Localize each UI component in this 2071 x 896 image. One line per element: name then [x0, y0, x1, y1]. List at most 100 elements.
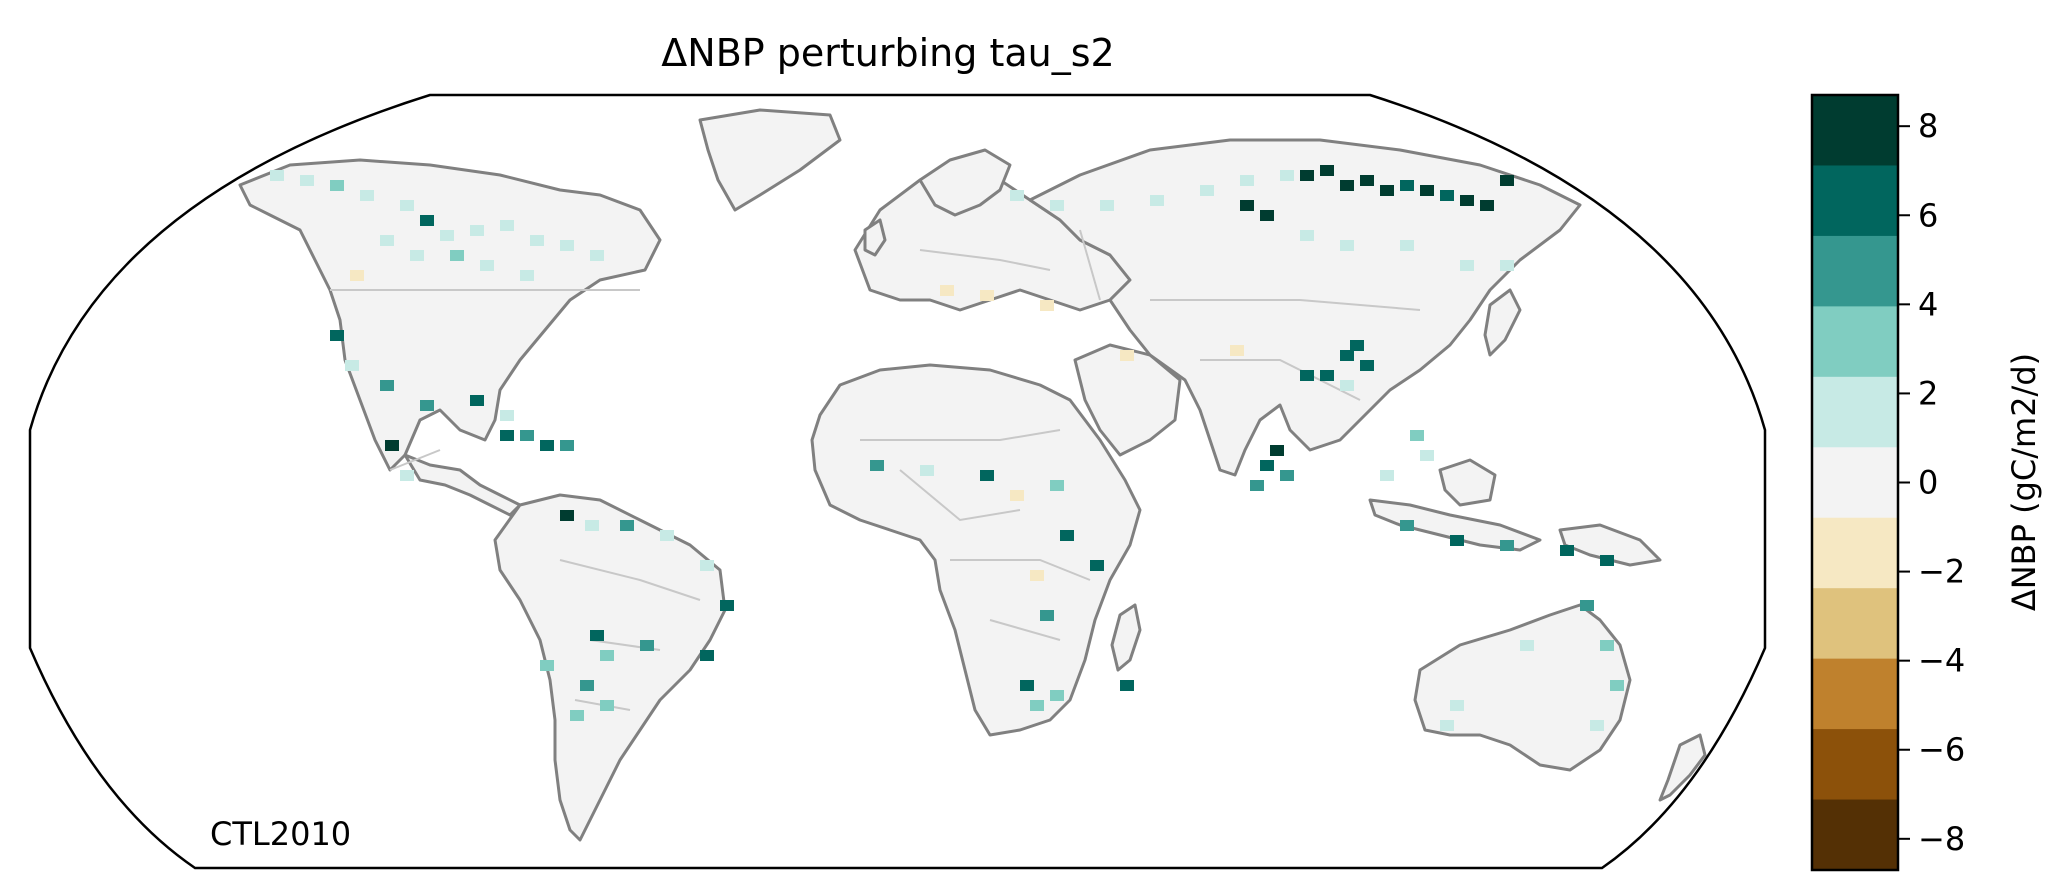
nbp-cell: [1480, 200, 1494, 211]
colorbar-tick-label: −6: [1918, 731, 1965, 769]
nbp-cell: [1300, 370, 1314, 381]
nbp-cell: [620, 520, 634, 531]
madagascar: [1110, 603, 1142, 672]
map-panel: CTL2010: [28, 93, 1767, 870]
nbp-cell: [660, 530, 674, 541]
nbp-cell: [345, 360, 359, 371]
se-asia-islands: [1368, 498, 1542, 552]
nbp-cell: [1400, 240, 1414, 251]
colorbar-ticks: 8 6 4 2 0 −2 −4 −6 −8: [1898, 107, 1965, 858]
nbp-cell: [520, 270, 534, 281]
colorbar-bin: [1812, 799, 1898, 871]
asia: [1028, 138, 1582, 477]
nbp-cell: [590, 630, 604, 641]
nbp-cell: [1200, 185, 1214, 196]
colorbar-tick-label: 0: [1918, 464, 1938, 502]
nbp-cell: [1350, 340, 1364, 351]
nbp-cell: [1500, 540, 1514, 551]
colorbar-tick-label: 2: [1918, 374, 1938, 412]
nbp-cell: [1010, 490, 1024, 501]
nbp-cell: [400, 200, 414, 211]
nbp-cell: [1410, 430, 1424, 441]
north-america: [238, 158, 662, 472]
nbp-cell: [450, 250, 464, 261]
nbp-cell: [560, 240, 574, 251]
nbp-cell: [1590, 720, 1604, 731]
nbp-anomaly-cells: [270, 165, 1624, 731]
nbp-cell: [385, 440, 399, 451]
colorbar-bin: [1812, 588, 1898, 660]
nbp-cell: [1420, 450, 1434, 461]
japan: [1483, 288, 1522, 357]
nbp-cell: [470, 395, 484, 406]
nbp-cell: [400, 470, 414, 481]
nbp-cell: [1600, 555, 1614, 566]
colorbar-bin: [1812, 517, 1898, 589]
nbp-cell: [1600, 640, 1614, 651]
nbp-cell: [1030, 570, 1044, 581]
colorbar-bin: [1812, 235, 1898, 307]
colorbar-bin: [1812, 376, 1898, 448]
colorbar-bins: [1812, 95, 1898, 871]
nbp-cell: [560, 510, 574, 521]
nbp-cell: [520, 430, 534, 441]
nbp-cell: [1050, 200, 1064, 211]
nbp-cell: [540, 660, 554, 671]
colorbar-bin: [1812, 95, 1898, 166]
nbp-cell: [980, 290, 994, 301]
nbp-cell: [1250, 480, 1264, 491]
nbp-cell: [720, 600, 734, 611]
nbp-cell: [600, 700, 614, 711]
nbp-cell: [1010, 190, 1024, 201]
nbp-cell: [420, 215, 434, 226]
colorbar-bin: [1812, 729, 1898, 801]
nbp-cell: [1380, 470, 1394, 481]
nbp-cell: [1040, 610, 1054, 621]
nbp-cell: [1240, 200, 1254, 211]
nbp-cell: [1100, 200, 1114, 211]
colorbar-tick-label: −4: [1918, 642, 1965, 680]
nbp-cell: [585, 520, 599, 531]
nbp-cell: [1520, 640, 1534, 651]
nbp-cell: [1340, 240, 1354, 251]
nbp-cell: [1300, 230, 1314, 241]
new-zealand: [1658, 733, 1707, 802]
nbp-cell: [580, 680, 594, 691]
nbp-cell: [1440, 720, 1454, 731]
nbp-cell: [1050, 480, 1064, 491]
nbp-cell: [1340, 180, 1354, 191]
nbp-cell: [1460, 260, 1474, 271]
nbp-cell: [1040, 300, 1054, 311]
colorbar-tick-label: −8: [1918, 820, 1965, 858]
country-borders: [330, 229, 1421, 711]
nbp-cell: [480, 260, 494, 271]
colorbar-tick-label: −2: [1918, 553, 1965, 591]
colorbar-label: ΔNBP (gC/m2/d): [2005, 353, 2043, 611]
nbp-cell: [1380, 185, 1394, 196]
nbp-cell: [1150, 195, 1164, 206]
nbp-cell: [1500, 175, 1514, 186]
nbp-cell: [540, 440, 554, 451]
nbp-cell: [330, 330, 344, 341]
nbp-cell: [940, 285, 954, 296]
africa: [810, 363, 1142, 737]
nbp-cell: [360, 190, 374, 201]
nbp-cell: [920, 465, 934, 476]
nbp-cell: [1260, 210, 1274, 221]
nbp-cell: [1120, 680, 1134, 691]
nbp-cell: [640, 640, 654, 651]
borneo: [1438, 458, 1497, 507]
nbp-cell: [1320, 370, 1334, 381]
nbp-cell: [1400, 520, 1414, 531]
nbp-cell: [870, 460, 884, 471]
nbp-cell: [1580, 600, 1594, 611]
australia: [1413, 603, 1632, 772]
scandinavia: [918, 148, 1012, 217]
nbp-cell: [980, 470, 994, 481]
colorbar: 8 6 4 2 0 −2 −4 −6 −8 ΔNBP (gC/m2/d): [1810, 93, 2043, 872]
nbp-cell: [1030, 700, 1044, 711]
colorbar-tick-label: 6: [1918, 196, 1938, 234]
nbp-cell: [1450, 535, 1464, 546]
nbp-cell: [1280, 470, 1294, 481]
